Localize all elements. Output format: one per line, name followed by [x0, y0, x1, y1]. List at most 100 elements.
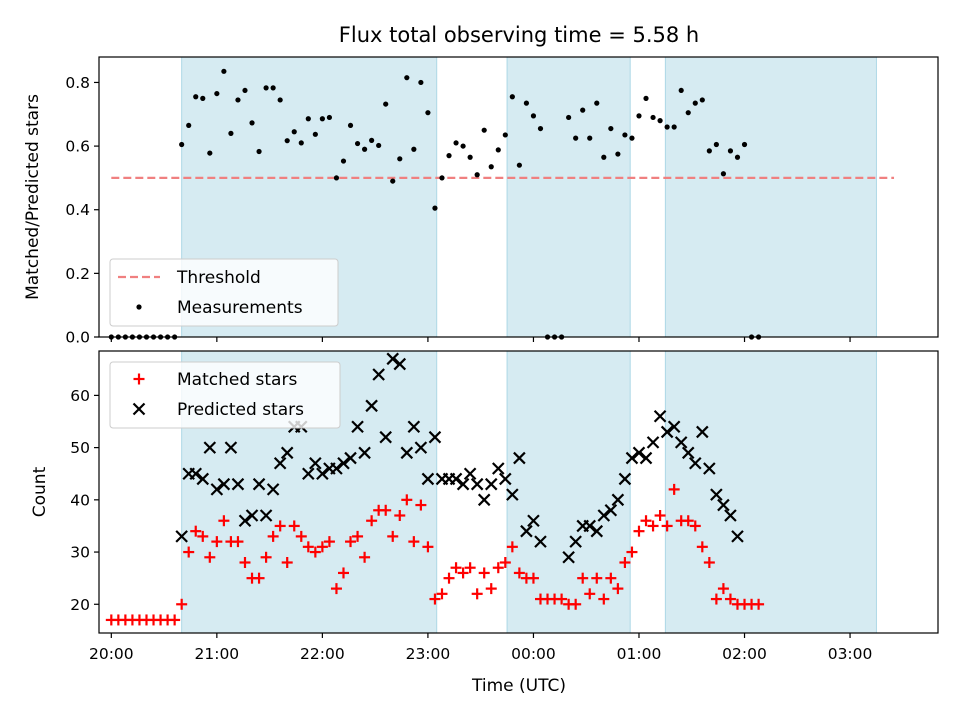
observing-window — [665, 57, 876, 337]
predicted-star-point — [493, 463, 504, 474]
measurement-point — [686, 110, 691, 115]
top-y-tick-label: 0.0 — [65, 329, 90, 347]
x-tick-label: 23:00 — [406, 645, 451, 663]
bottom-y-tick-label: 40 — [70, 491, 90, 509]
measurement-point — [186, 123, 191, 128]
top-panel: 0.00.20.40.60.8 Matched/Predicted stars … — [23, 57, 938, 347]
measurement-point — [446, 153, 451, 158]
matched-star-point — [648, 520, 659, 531]
matched-star-point — [458, 567, 469, 578]
measurement-point — [221, 69, 226, 74]
measurement-point — [439, 175, 444, 180]
legend-predicted-label: Predicted stars — [177, 400, 304, 420]
measurement-point — [179, 142, 184, 147]
chart-title: Flux total observing time = 5.58 h — [339, 23, 699, 47]
measurement-point — [693, 101, 698, 106]
measurement-point — [475, 172, 480, 177]
measurement-point — [496, 147, 501, 152]
measurement-point — [235, 97, 240, 102]
measurement-point — [390, 178, 395, 183]
measurement-point — [207, 150, 212, 155]
x-tick-label: 20:00 — [89, 645, 134, 663]
measurement-point — [629, 136, 634, 141]
bottom-panel: 20 30 40 50 60 20:00 21:00 22:00 23:00 00:00 01:00… — [30, 351, 938, 696]
measurement-point — [362, 147, 367, 152]
measurement-point — [313, 132, 318, 137]
measurement-point — [517, 163, 522, 168]
legend-measurements-label: Measurements — [177, 298, 303, 318]
measurement-point — [271, 85, 276, 90]
observing-window — [507, 351, 630, 633]
matched-star-point — [169, 614, 180, 625]
x-tick-label: 22:00 — [300, 645, 345, 663]
measurement-point — [594, 101, 599, 106]
matched-star-point — [436, 588, 447, 599]
measurement-point — [524, 101, 529, 106]
measurement-point — [460, 143, 465, 148]
measurement-point — [256, 149, 261, 154]
measurement-point — [468, 155, 473, 160]
measurement-point — [679, 88, 684, 93]
top-y-tick-label: 0.6 — [65, 138, 90, 156]
measurement-point — [601, 155, 606, 160]
measurement-point — [531, 113, 536, 118]
measurement-point — [735, 155, 740, 160]
predicted-star-point — [472, 479, 483, 490]
measurement-point — [278, 97, 283, 102]
measurement-point — [334, 175, 339, 180]
measurement-point — [249, 120, 254, 125]
top-legend: Threshold Measurements — [110, 259, 338, 326]
legend-threshold-label: Threshold — [176, 268, 261, 288]
measurement-point — [707, 148, 712, 153]
matched-star-point — [472, 588, 483, 599]
matched-star-point — [655, 510, 666, 521]
measurement-point — [482, 128, 487, 133]
predicted-star-point — [458, 479, 469, 490]
measurement-point — [700, 97, 705, 102]
top-y-tick-label: 0.2 — [65, 265, 90, 283]
measurement-point — [650, 115, 655, 120]
measurement-point — [341, 158, 346, 163]
x-tick-label: 02:00 — [722, 645, 767, 663]
bottom-y-tick-label: 50 — [70, 439, 90, 457]
measurement-point — [657, 118, 662, 123]
measurement-point — [432, 206, 437, 211]
measurement-point — [292, 129, 297, 134]
measurement-point — [538, 126, 543, 131]
legend-measurement-marker — [136, 304, 141, 309]
measurement-point — [721, 171, 726, 176]
measurement-point — [714, 142, 719, 147]
x-tick-label: 01:00 — [617, 645, 662, 663]
measurement-point — [643, 96, 648, 101]
measurement-point — [510, 94, 515, 99]
matched-star-point — [465, 562, 476, 573]
observing-window — [507, 57, 630, 337]
measurement-point — [200, 96, 205, 101]
measurement-point — [489, 164, 494, 169]
matched-star-point — [493, 562, 504, 573]
measurement-point — [285, 138, 290, 143]
bottom-y-tick-label: 30 — [70, 544, 90, 562]
measurement-point — [306, 116, 311, 121]
measurement-point — [580, 108, 585, 113]
matched-star-point — [444, 573, 455, 584]
matched-star-point — [641, 515, 652, 526]
measurement-point — [242, 88, 247, 93]
matched-star-point — [479, 567, 490, 578]
matched-star-point — [451, 562, 462, 573]
predicted-star-point — [479, 494, 490, 505]
x-tick-label: 00:00 — [511, 645, 556, 663]
bottom-legend: Matched stars Predicted stars — [110, 362, 340, 428]
predicted-star-point — [648, 437, 659, 448]
bottom-y-tick-label: 20 — [70, 596, 90, 614]
predicted-star-point — [451, 473, 462, 484]
measurement-point — [383, 101, 388, 106]
predicted-star-point — [465, 468, 476, 479]
predicted-star-point — [655, 411, 666, 422]
measurement-point — [608, 126, 613, 131]
measurement-point — [622, 132, 627, 137]
measurement-point — [193, 94, 198, 99]
measurement-point — [263, 85, 268, 90]
measurement-point — [214, 91, 219, 96]
measurement-point — [728, 148, 733, 153]
